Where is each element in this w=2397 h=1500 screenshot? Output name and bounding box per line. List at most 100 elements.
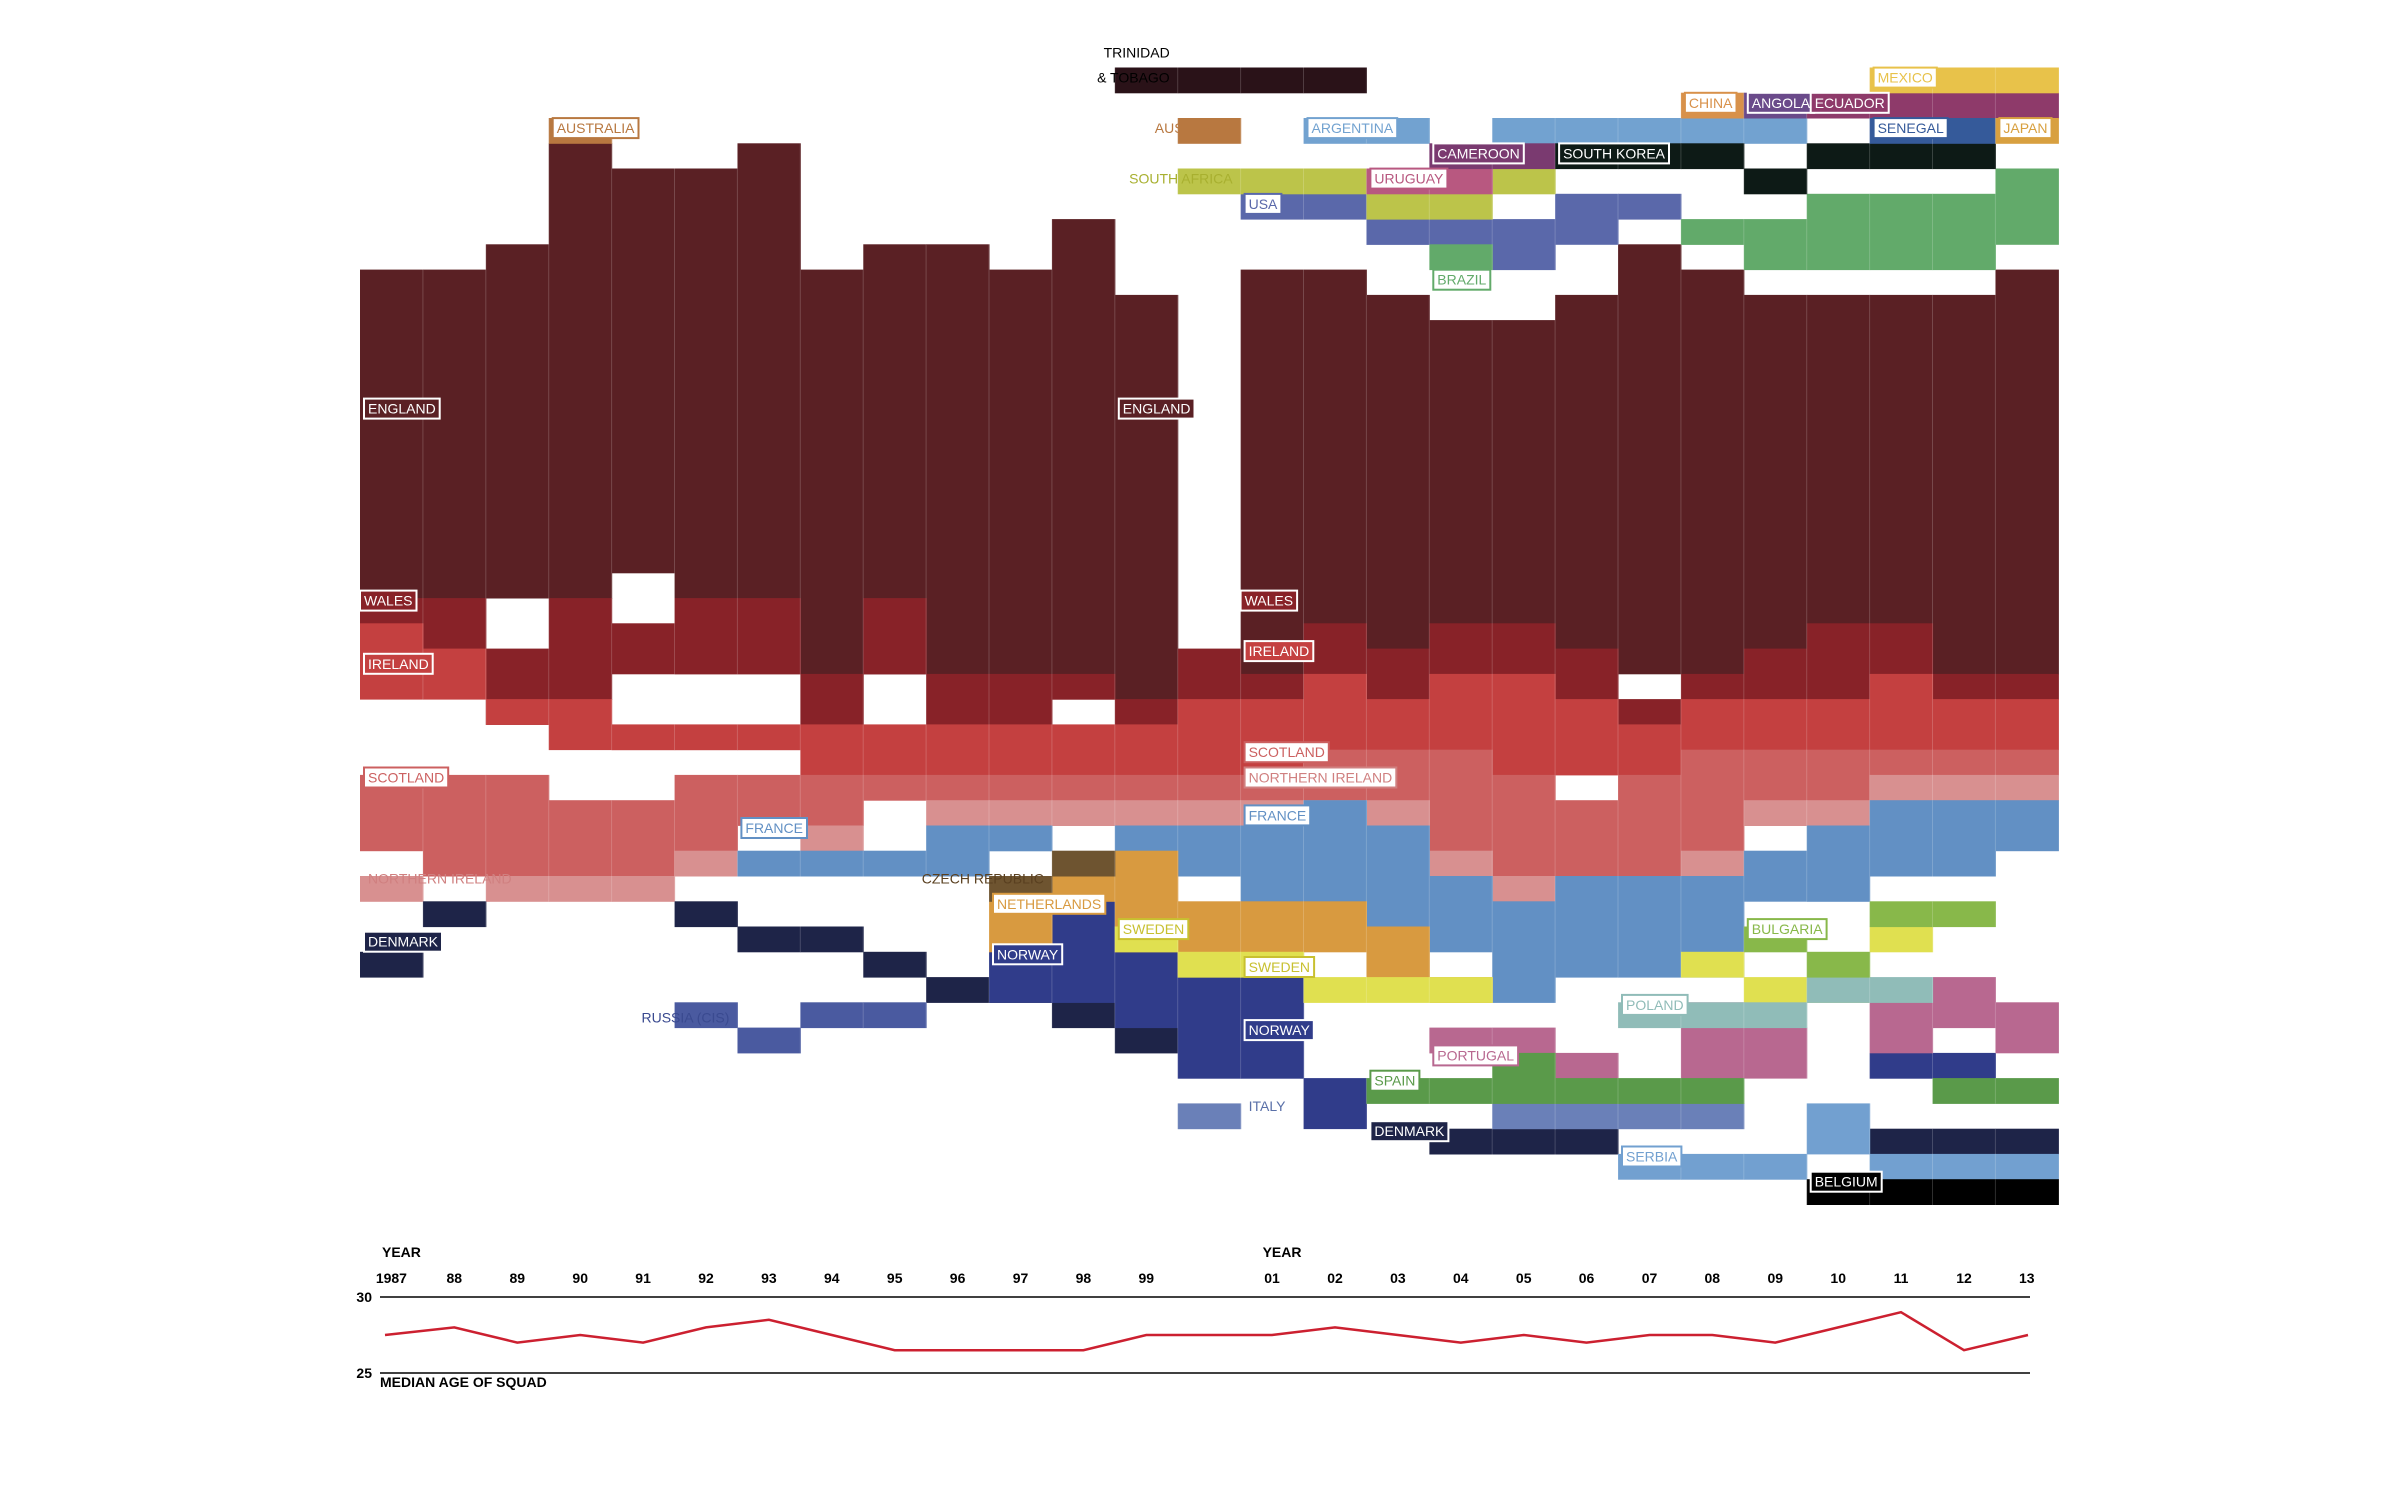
label-box-norway [992,943,1064,966]
band-wales-88 [422,598,487,650]
band-northern-ireland-99 [1114,800,1179,826]
band-wales-97 [989,673,1053,725]
band-wales-98 [1051,673,1116,700]
band-england-05 [1492,320,1556,650]
band-russia-cis-92 [674,1002,738,1029]
label-senegal: SENEGAL [1878,120,1944,136]
band-italy-00 [1177,1103,1242,1130]
label-tobago: & TOBAGO [1097,70,1170,86]
band-scotland-91 [611,800,676,877]
band-ireland-09 [1743,699,1808,751]
band-wales-93 [737,598,801,675]
band-russia-cis-95 [863,1002,927,1029]
band-northern-ireland-08 [1680,850,1745,877]
year-tick-08: 08 [1705,1270,1721,1286]
band-scotland-06 [1555,800,1619,877]
band-usa-06 [1555,193,1619,245]
label-box-sweden [1243,956,1316,978]
band-scotland-10 [1806,749,1871,801]
band-trinidad-tobago-02 [1303,67,1367,94]
band-mexico-13 [1995,67,2059,94]
band-ireland-98 [1051,724,1116,776]
label-brazil: BRAZIL [1437,272,1486,288]
band-netherlands-02 [1303,901,1367,953]
year-tick-05: 05 [1516,1270,1532,1286]
label-box-china [1683,91,1738,114]
band-argentina-06 [1555,118,1619,144]
label-england: ENGLAND [368,401,436,417]
band-ireland-99 [1114,724,1179,776]
band-wales-10 [1806,623,1871,700]
band-france-93 [737,850,801,877]
band-northern-ireland-90 [548,876,613,902]
band-scotland-97 [989,774,1053,801]
band-france-04 [1429,876,1493,953]
band-norway-00 [1177,977,1242,1079]
band-northern-ireland-05 [1492,876,1556,902]
band-scotland-99 [1114,774,1179,801]
band-south-africa-01 [1240,168,1305,195]
band-scotland-94 [800,774,864,826]
band-scotland-95 [863,774,927,801]
label-box-scotland [1243,741,1330,764]
label-box-norway [1243,1019,1315,1042]
band-wales-03 [1366,648,1430,700]
band-italy-07 [1618,1103,1682,1130]
median-age-label: MEDIAN AGE OF SQUAD [380,1374,547,1390]
band-england-06 [1555,294,1619,675]
label-argentina: ARGENTINA [1312,120,1394,136]
label-box-south-korea [1558,142,1670,165]
band-ireland-92 [674,724,738,751]
band-northern-ireland-92 [674,850,738,877]
band-brazil-13 [1995,168,2059,245]
year-tick-13: 13 [2019,1270,2035,1286]
band-france-03 [1366,825,1430,928]
band-ireland-93 [737,724,801,751]
label-box-usa [1243,192,1283,215]
band-northern-ireland-00 [1177,800,1242,826]
label-ecuador: ECUADOR [1815,95,1885,111]
band-norway-99 [1114,951,1179,1029]
band-england-03 [1366,294,1430,650]
band-england-10 [1806,294,1871,650]
band-scotland-07 [1618,774,1682,877]
label-northern-ireland: NORTHERN IRELAND [1249,770,1393,786]
year-tick-06: 06 [1579,1270,1595,1286]
band-argentina-08 [1680,118,1745,144]
band-south-africa-04 [1429,193,1493,220]
label-denmark: DENMARK [1374,1123,1445,1139]
band-england-88 [422,269,487,599]
band-france-13 [1995,800,2059,852]
band-england-09 [1743,294,1808,700]
band-denmark-92 [674,901,738,928]
year-tick-07: 07 [1642,1270,1658,1286]
label-france: FRANCE [1249,807,1307,823]
band-england-98 [1051,219,1116,675]
label-box-ireland [1243,640,1315,663]
label-box-japan [1998,117,2053,140]
band-england-99 [1114,294,1179,700]
label-italy: ITALY [1249,1098,1286,1114]
band-scotland-11 [1869,749,1934,776]
band-bulgaria-11 [1869,901,1934,928]
label-south-korea: SOUTH KOREA [1563,145,1666,161]
band-italy-06 [1555,1103,1619,1130]
band-england-12 [1932,294,1996,675]
label-australia: AUSTRALIA [1155,120,1233,136]
band-england-94 [800,269,864,675]
label-box-australia [551,117,640,140]
band-northern-ireland-1987 [360,876,424,902]
label-australia: AUSTRALIA [557,120,635,136]
band-argentina-07 [1618,118,1682,144]
label-box-spain [1369,1069,1421,1092]
band-belgium-13 [1995,1179,2059,1205]
band-france-95 [863,850,927,877]
band-wales-06 [1555,648,1619,700]
band-scotland-88 [422,774,487,877]
band-ireland-00 [1177,699,1242,776]
band-northern-ireland-98 [1051,800,1116,826]
label-box-cameroon [1432,142,1525,165]
label-ireland: IRELAND [1249,643,1310,659]
band-denmark-94 [800,926,864,953]
band-portugal-09 [1743,1027,1808,1079]
